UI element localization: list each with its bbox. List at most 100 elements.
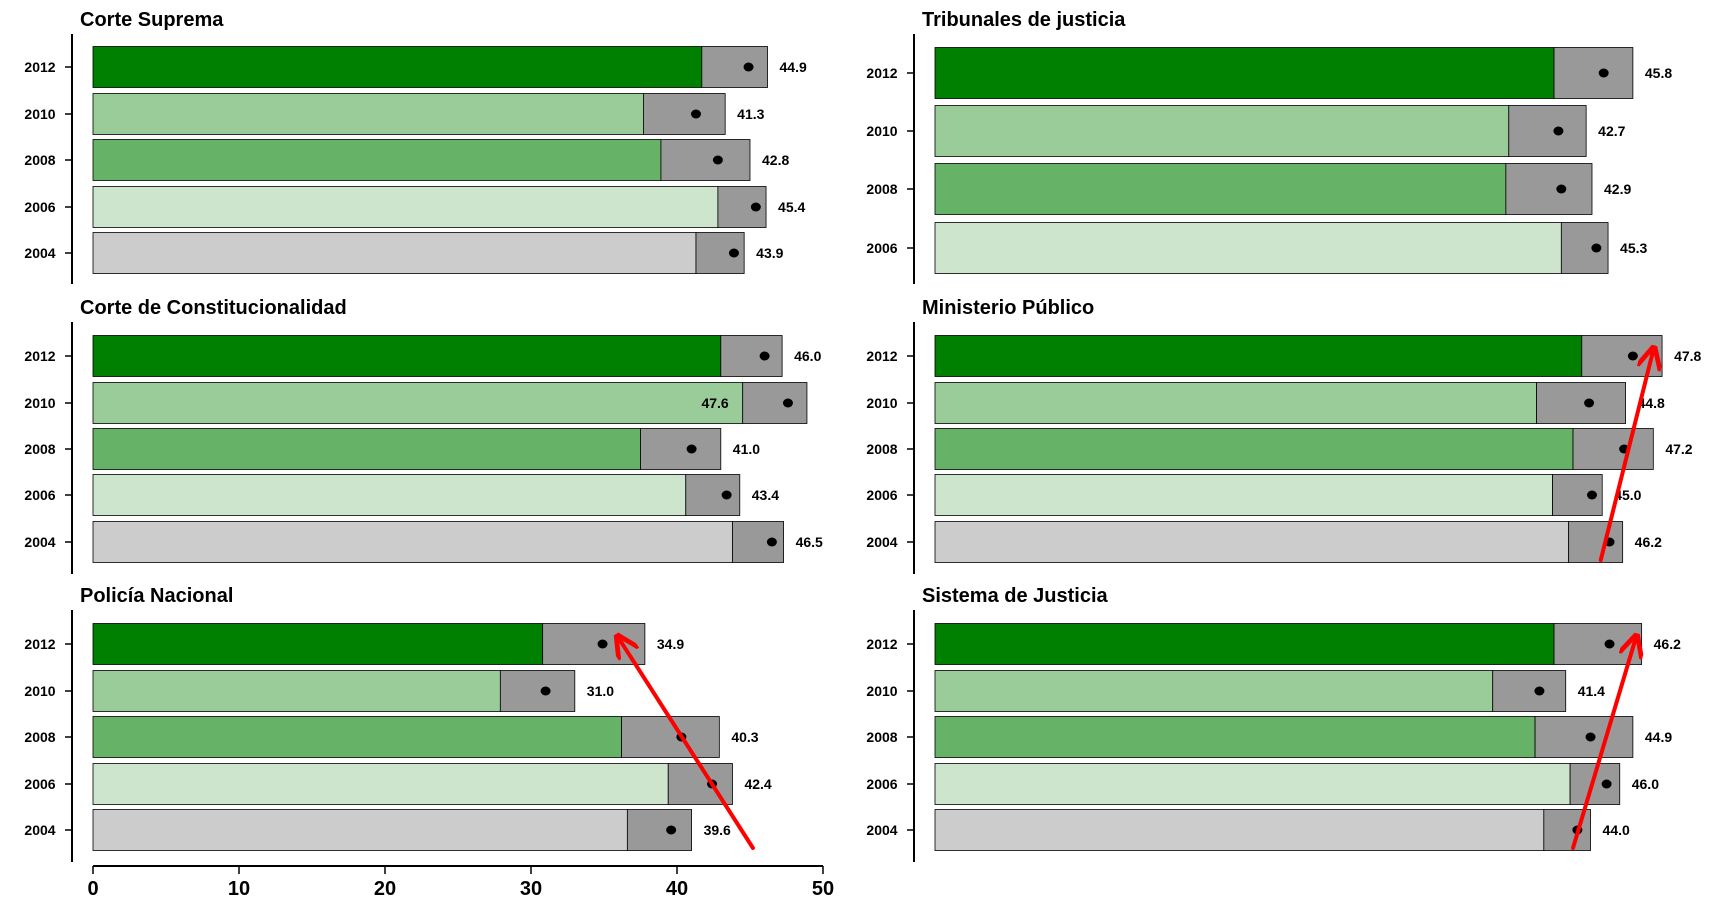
bar-2010	[934, 105, 1510, 157]
interval-2008	[1572, 428, 1654, 470]
point-estimate-2010	[1584, 398, 1595, 408]
point-estimate-2010	[1553, 126, 1564, 136]
interval-2008	[621, 716, 720, 758]
value-label: 46.5	[796, 534, 823, 550]
bar-2008	[92, 716, 622, 758]
bar-2008	[92, 428, 641, 470]
value-label: 41.0	[733, 441, 760, 457]
bar-2004	[92, 232, 697, 274]
point-estimate-2006	[1601, 779, 1612, 789]
year-label: 2010	[24, 106, 55, 122]
year-label: 2004	[866, 534, 897, 550]
interval-2004	[1568, 521, 1624, 563]
panel-title: Corte de Constitucionalidad	[80, 297, 347, 319]
interval-2008	[1505, 163, 1593, 215]
point-estimate-2010	[690, 109, 701, 119]
x-tick-label: 50	[812, 878, 834, 900]
point-estimate-2012	[1604, 639, 1615, 649]
year-label: 2004	[866, 822, 897, 838]
interval-2008	[1534, 716, 1634, 758]
trend-arrow	[1571, 638, 1636, 850]
point-estimate-2008	[1556, 184, 1567, 194]
point-estimate-2006	[1587, 490, 1597, 500]
year-label: 2008	[866, 441, 897, 457]
point-estimate-2012	[759, 351, 770, 361]
year-label: 2006	[24, 199, 55, 215]
year-label: 2006	[866, 776, 897, 792]
point-estimate-2010	[1534, 686, 1545, 696]
bar-2012	[92, 335, 722, 377]
trend-arrow	[1598, 350, 1654, 562]
year-label: 2008	[24, 152, 55, 168]
year-label: 2008	[866, 729, 897, 745]
year-label: 2006	[866, 487, 897, 503]
value-label: 45.4	[778, 199, 805, 215]
panel-title: Corte Suprema	[80, 9, 224, 31]
value-label: 43.9	[756, 245, 783, 261]
value-label: 45.0	[1614, 487, 1641, 503]
panel-ministerio-publico: Ministerio Público 2012 47.8 2010 44.8 2008 47…	[866, 297, 1702, 574]
panel-corte-de-constitucionalidad: Corte de Constitucionalidad 2012 46.0 2010 4…	[24, 297, 823, 574]
point-estimate-2010	[540, 686, 551, 696]
value-label: 47.8	[1674, 348, 1701, 364]
value-label: 45.8	[1645, 65, 1672, 81]
panel-policia-nacional: Policía Nacional 2012 34.9 2010 31.0 2008 40.3…	[24, 585, 772, 862]
bar-2008	[934, 428, 1574, 470]
bar-2010	[92, 93, 644, 135]
year-label: 2010	[866, 395, 897, 411]
interval-2010	[1536, 382, 1626, 424]
interval-2008	[660, 139, 751, 181]
bar-2010	[934, 670, 1494, 712]
value-label: 46.0	[794, 348, 821, 364]
bar-2008	[934, 163, 1507, 215]
point-estimate-2010	[782, 398, 793, 408]
value-label: 47.6	[701, 395, 728, 411]
point-estimate-2004	[728, 248, 739, 258]
bar-2012	[934, 623, 1555, 665]
value-label: 46.2	[1654, 636, 1681, 652]
interval-2010	[1508, 105, 1587, 157]
interval-2006	[685, 474, 741, 516]
interval-2010	[643, 93, 726, 135]
bar-2006	[934, 474, 1553, 516]
value-label: 42.8	[762, 152, 789, 168]
year-label: 2004	[24, 822, 55, 838]
value-label: 43.4	[752, 487, 779, 503]
year-label: 2012	[24, 636, 55, 652]
point-estimate-2004	[666, 825, 677, 835]
year-label: 2010	[24, 683, 55, 699]
value-label: 42.9	[1604, 181, 1631, 197]
year-label: 2010	[866, 683, 897, 699]
point-estimate-2006	[750, 202, 761, 212]
interval-2010	[742, 382, 808, 424]
year-label: 2012	[866, 65, 897, 81]
bar-2008	[92, 139, 662, 181]
panel-corte-suprema: Corte Suprema 2012 44.9 2010 41.3 2008 42.8 200…	[24, 9, 807, 284]
year-label: 2008	[24, 729, 55, 745]
interval-2006	[1560, 222, 1609, 274]
value-label: 44.9	[780, 59, 807, 75]
year-label: 2004	[24, 534, 55, 550]
x-axis: 0 10 20 30 40 50	[87, 865, 834, 900]
x-tick-label: 40	[666, 878, 688, 900]
year-label: 2004	[24, 245, 55, 261]
interval-2012	[720, 335, 783, 377]
trend-arrow	[619, 638, 755, 850]
year-label: 2008	[24, 441, 55, 457]
bar-2006	[92, 474, 687, 516]
bar-2010	[92, 382, 744, 424]
bar-2004	[92, 521, 733, 563]
x-tick-label: 30	[520, 878, 542, 900]
panel-sistema-de-justicia: Sistema de Justicia 2012 46.2 2010 41.4 2008 4…	[866, 585, 1681, 862]
bar-2008	[934, 716, 1536, 758]
interval-2004	[626, 809, 692, 851]
bar-2010	[934, 382, 1537, 424]
point-estimate-2008	[686, 444, 697, 454]
x-tick-label: 20	[374, 878, 396, 900]
value-label: 46.0	[1632, 776, 1659, 792]
point-estimate-2012	[1627, 351, 1638, 361]
value-label: 44.8	[1638, 395, 1665, 411]
year-label: 2012	[866, 636, 897, 652]
point-estimate-2012	[1598, 68, 1609, 78]
